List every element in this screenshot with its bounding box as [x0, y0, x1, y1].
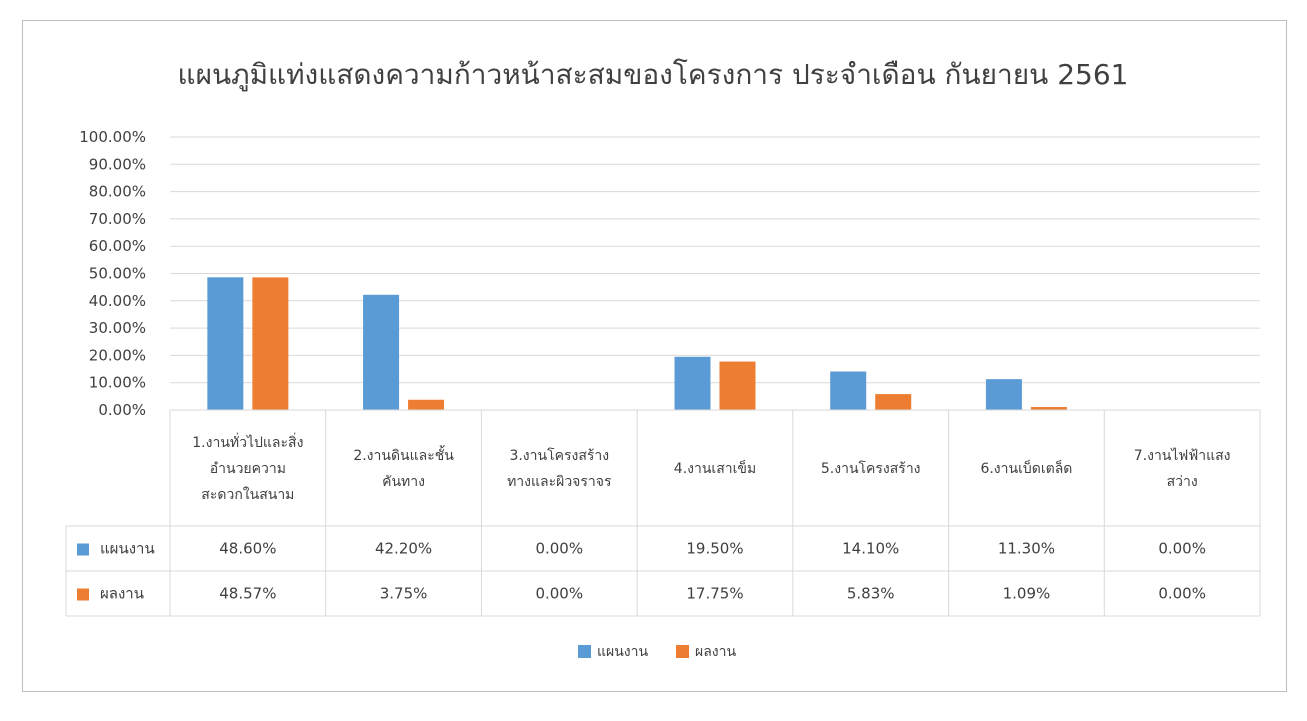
bar-plan — [985, 379, 1022, 410]
data-label: 11.30% — [998, 540, 1055, 558]
category-label: สว่าง — [1167, 474, 1198, 490]
legend-label: แผนงาน — [597, 644, 648, 660]
data-label: 0.00% — [535, 585, 583, 603]
data-label: 48.60% — [219, 540, 276, 558]
category-label: คันทาง — [382, 474, 425, 490]
row-legend-key — [77, 588, 89, 601]
category-label: 6.งานเบ็ดเตล็ด — [980, 459, 1072, 477]
y-tick-label: 70.00% — [89, 210, 146, 228]
y-tick-label: 30.00% — [89, 319, 146, 337]
category-label: ทางและผิวจราจร — [507, 474, 612, 490]
y-tick-label: 0.00% — [98, 401, 146, 419]
data-label: 14.10% — [842, 540, 899, 558]
y-tick-label: 90.00% — [89, 155, 146, 173]
y-tick-label: 100.00% — [79, 128, 146, 146]
category-label: 7.งานไฟฟ้าแสง — [1134, 447, 1231, 464]
y-tick-label: 50.00% — [89, 265, 146, 283]
category-label: 4.งานเสาเข็ม — [674, 459, 756, 477]
row-series-name: แผนงาน — [100, 540, 155, 558]
data-label: 0.00% — [1158, 585, 1206, 603]
bar-result — [252, 277, 289, 410]
bar-plan — [830, 371, 867, 410]
data-label: 42.20% — [375, 540, 432, 558]
data-label: 0.00% — [535, 540, 583, 558]
bar-result — [875, 394, 912, 410]
category-label: 2.งานดินและชั้น — [353, 445, 454, 464]
data-label: 48.57% — [219, 585, 276, 603]
category-label: 1.งานทั่วไปและสิ่ง — [192, 433, 303, 451]
bar-plan — [207, 277, 244, 410]
data-label: 19.50% — [686, 540, 743, 558]
data-label: 0.00% — [1158, 540, 1206, 558]
category-label: 5.งานโครงสร้าง — [821, 460, 921, 477]
y-tick-label: 10.00% — [89, 374, 146, 392]
data-label: 5.83% — [847, 585, 895, 603]
bar-plan — [674, 356, 711, 410]
row-legend-key — [77, 543, 89, 556]
category-label: สะดวกในสนาม — [201, 486, 294, 503]
y-tick-label: 40.00% — [89, 292, 146, 310]
category-label: 3.งานโครงสร้าง — [509, 447, 609, 464]
data-label: 17.75% — [686, 585, 743, 603]
legend-key — [676, 645, 689, 658]
chart-title: แผนภูมิแท่งแสดงความก้าวหน้าสะสมของโครงกา… — [178, 58, 1129, 92]
y-tick-label: 20.00% — [89, 346, 146, 364]
legend-label: ผลงาน — [695, 644, 736, 660]
category-label: อำนวยความ — [210, 461, 286, 477]
legend-key — [578, 645, 591, 658]
bar-result — [408, 399, 445, 410]
data-label: 3.75% — [380, 585, 428, 603]
bar-plan — [363, 294, 400, 410]
bar-result — [719, 361, 756, 410]
row-series-name: ผลงาน — [100, 585, 144, 603]
y-tick-label: 80.00% — [89, 183, 146, 201]
bar-result — [1030, 407, 1067, 410]
y-tick-label: 60.00% — [89, 237, 146, 255]
data-label: 1.09% — [1003, 585, 1051, 603]
